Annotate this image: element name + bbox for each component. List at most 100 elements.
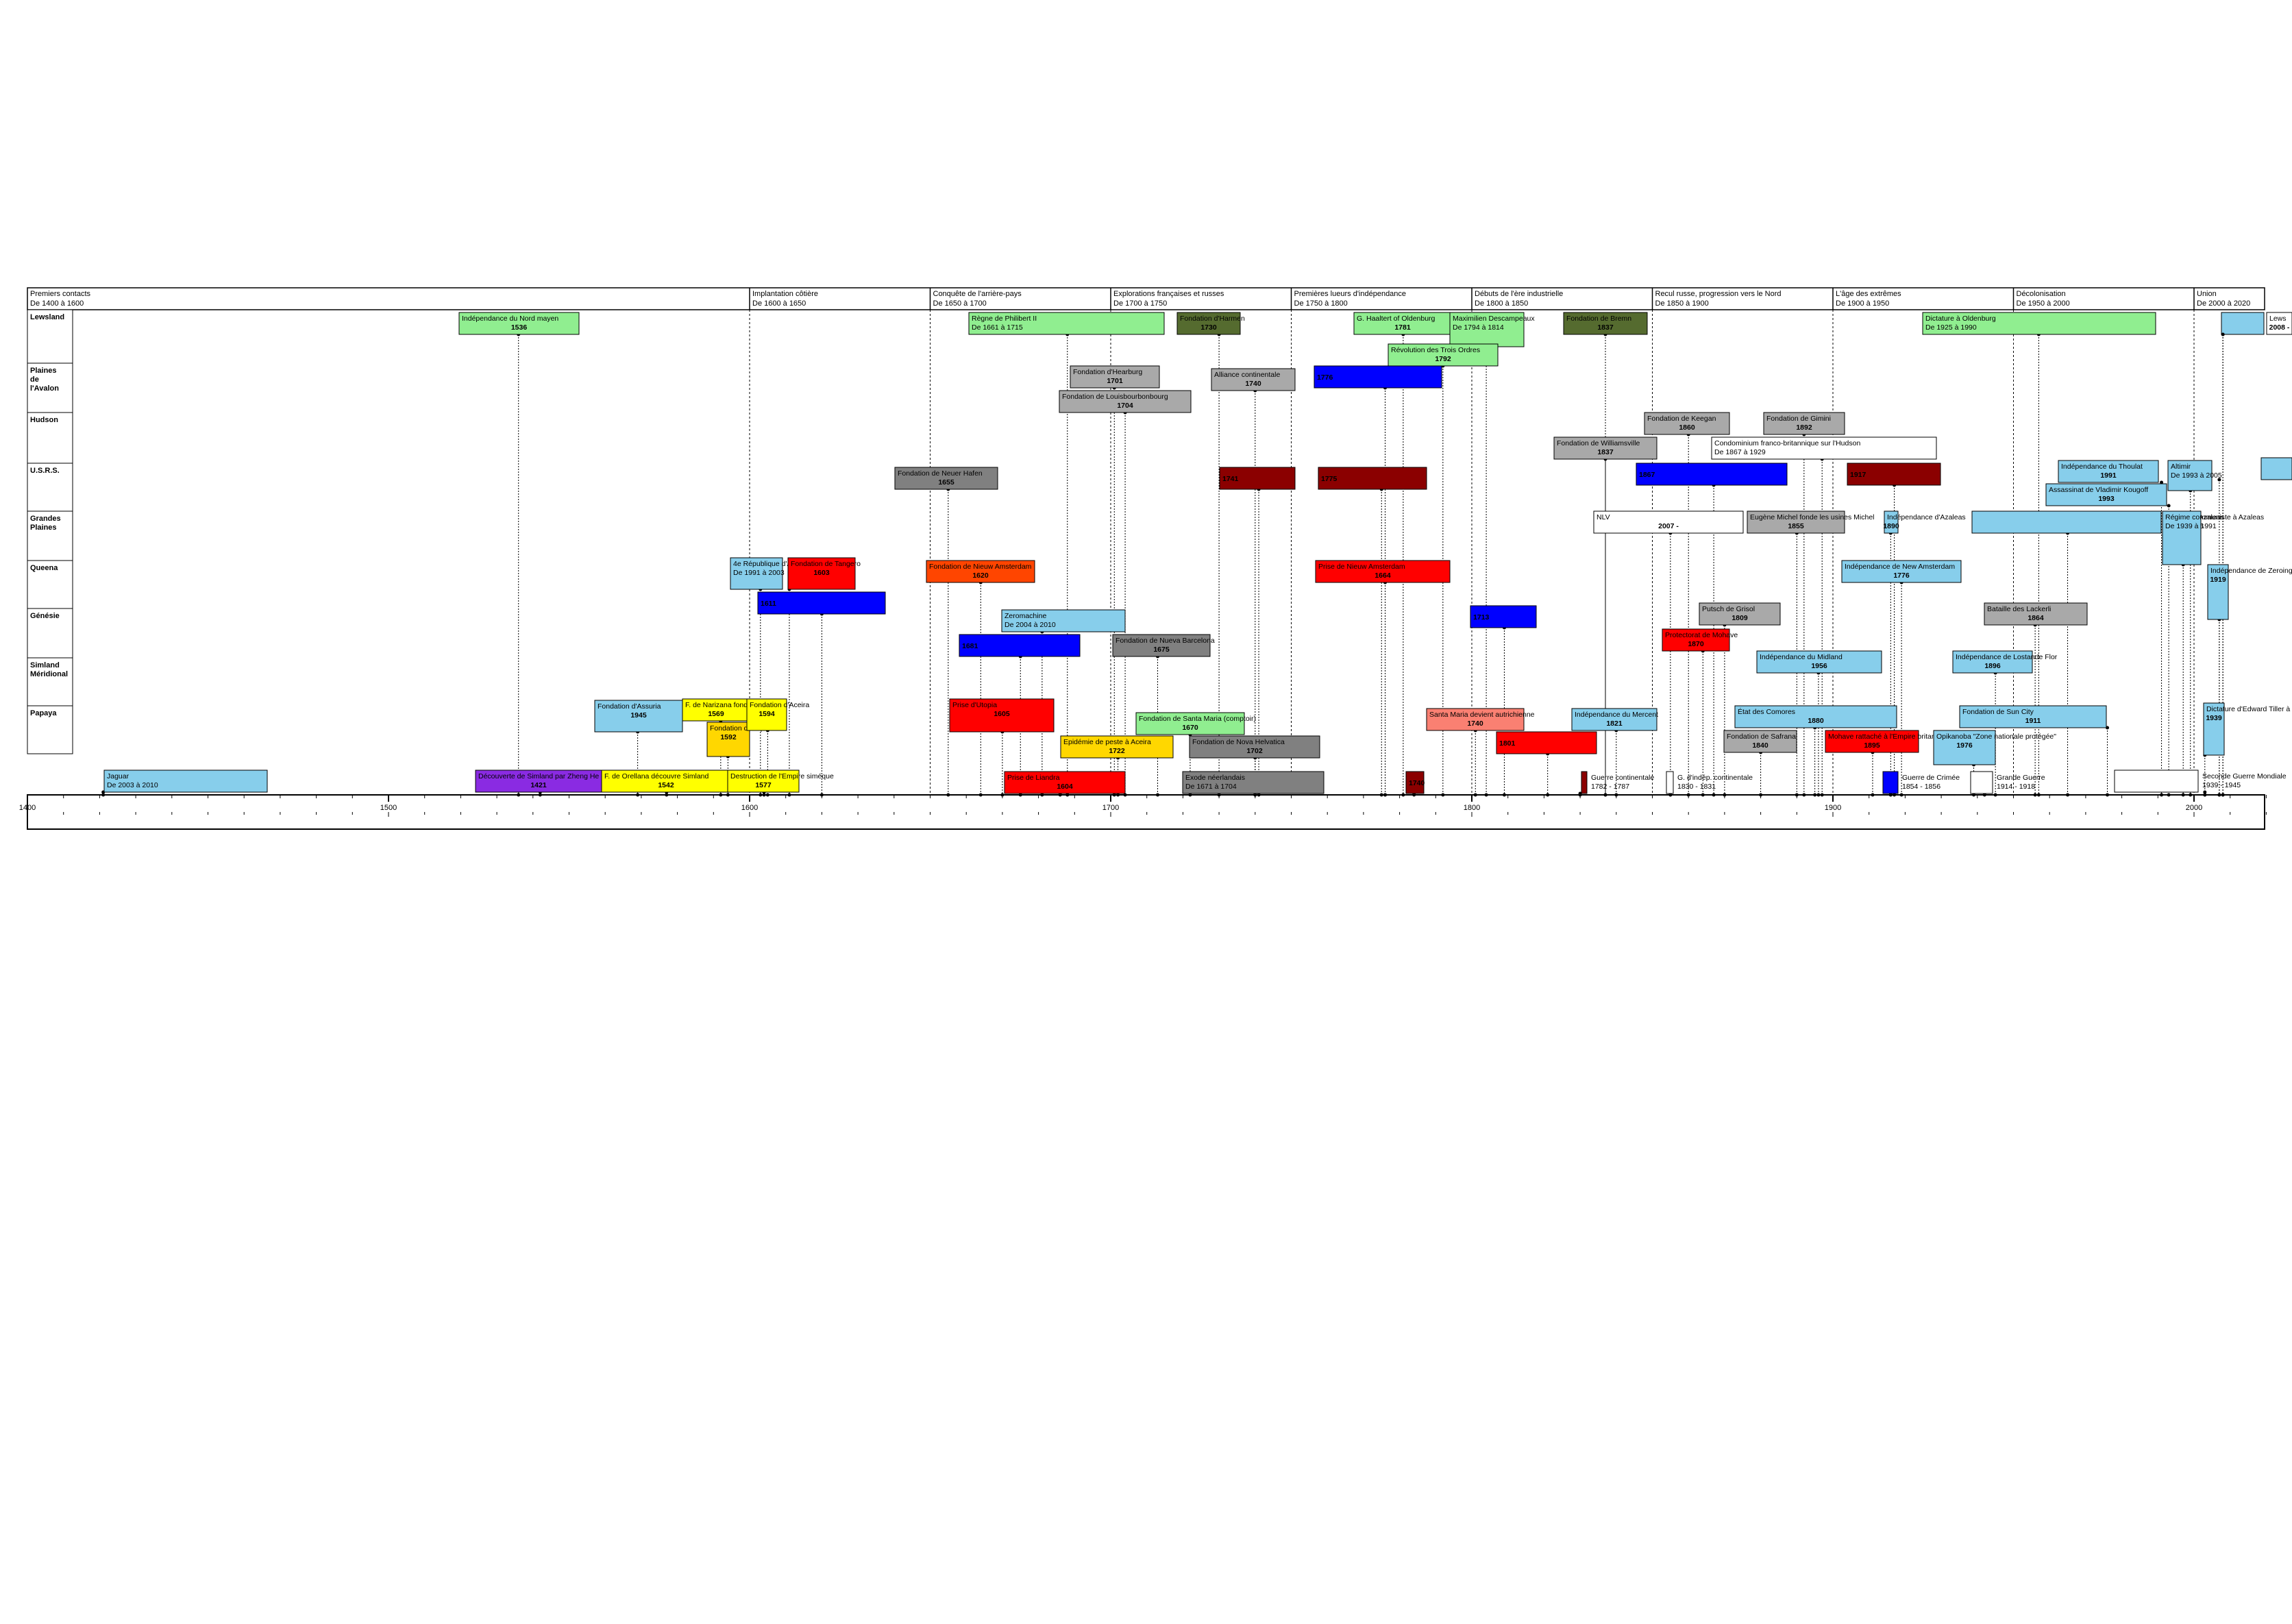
event-year: 1701 (1107, 377, 1123, 385)
axis-anchor-dot (978, 793, 983, 797)
event-box (1315, 560, 1451, 583)
event-year: 1782 - 1787 (1591, 783, 1629, 791)
axis-anchor-dot (759, 793, 763, 797)
axis-anchor-dot (1813, 793, 1817, 797)
row-label: de (30, 376, 39, 384)
event-box (2114, 770, 2199, 793)
period-range: De 1650 à 1700 (933, 299, 987, 308)
event-label: Exode néerlandais (1185, 774, 1245, 782)
event-box (1922, 312, 2156, 335)
period-range: De 1950 à 2000 (2017, 299, 2070, 308)
event-box (1666, 771, 1674, 794)
event-year: 1713 (1473, 613, 1490, 622)
event-year: De 2004 à 2010 (1005, 621, 1056, 629)
event-label: Protectorat de Mohave (1665, 631, 1738, 639)
event-year: 1840 (1752, 741, 1769, 750)
period-title: Débuts de l'ère industrielle (1475, 290, 1563, 298)
event-label: Fondation de Sun City (1962, 708, 2034, 716)
event-box (1763, 412, 1845, 435)
axis-anchor-dot (762, 793, 766, 797)
axis-anchor-dot (1723, 793, 1727, 797)
event-year: 1896 (1984, 662, 2001, 670)
row-label-box (27, 608, 73, 659)
event-box (1496, 731, 1597, 754)
event-box (1470, 605, 1537, 628)
axis-anchor-dot (1893, 793, 1897, 797)
event-box (103, 770, 268, 793)
event-year: 1702 (1246, 747, 1263, 755)
period-range: De 1900 à 1950 (1836, 299, 1889, 308)
event-label: Fondation de Louisbourbonbourg (1062, 393, 1168, 401)
event-label: Indépendance du Mercent (1575, 711, 1658, 719)
row-label: l'Avalon (30, 384, 59, 393)
event-box (1182, 771, 1324, 794)
axis-anchor-dot (1701, 793, 1705, 797)
event-year: 1577 (755, 781, 772, 789)
axis-anchor-dot (765, 793, 769, 797)
event-year: 1722 (1109, 747, 1125, 755)
event-year: De 1991 à 2003 (733, 569, 785, 577)
event-year: 1740 (1245, 380, 1261, 388)
row-label-box (27, 362, 73, 413)
event-year: 1939 - 1945 (2202, 781, 2241, 789)
axis-label: 1400 (19, 804, 36, 812)
event-year: 1939 (2206, 714, 2222, 722)
event-year: 1821 (1606, 719, 1623, 728)
event-label: Santa Maria devient autrichienne (1429, 711, 1535, 719)
event-label: Dictature à Oldenburg (1925, 315, 1996, 323)
event-box (2221, 312, 2265, 335)
row-label-box (27, 705, 73, 754)
period-range: De 1800 à 1850 (1475, 299, 1528, 308)
event-label: Epidémie de peste à Aceira (1063, 738, 1151, 746)
row-label: U.S.R.S. (30, 467, 60, 475)
axis-anchor-dot (517, 793, 521, 797)
axis-anchor-dot (1412, 793, 1416, 797)
event-label: Fondation d'Harmen (1180, 315, 1245, 323)
axis-label: 1600 (741, 804, 758, 812)
event-box (594, 700, 683, 733)
row-label-box (27, 657, 73, 706)
axis-anchor-dot (1712, 793, 1716, 797)
event-year: 1892 (1796, 423, 1812, 432)
event-box (1070, 365, 1160, 389)
axis-anchor-dot (1546, 793, 1550, 797)
event-year: 1919 (2210, 576, 2226, 584)
event-year: 1776 (1317, 373, 1333, 382)
event-label: Fondation de Santa Maria (comptoir) (1139, 715, 1256, 723)
event-year: 2007 - (1658, 522, 1679, 530)
event-label: Opikanoba "Zone nationale protégée" (1936, 733, 2056, 741)
event-box (1884, 510, 1899, 534)
event-box (1449, 312, 1525, 347)
axis-anchor-dot (1484, 793, 1488, 797)
axis-anchor-dot (2033, 793, 2037, 797)
event-box (1581, 771, 1588, 794)
event-year: 1536 (511, 323, 528, 332)
event-box (601, 770, 731, 793)
event-box (787, 557, 856, 590)
event-year: 1809 (1732, 614, 1748, 622)
axis-anchor-dot (2221, 793, 2225, 797)
axis-anchor-dot (719, 793, 723, 797)
event-year: 1870 (1688, 640, 1704, 648)
event-year: 1603 (813, 569, 830, 577)
period-title: Premières lueurs d'indépendance (1294, 290, 1407, 298)
event-box (1847, 463, 1941, 486)
event-year: 1781 (1394, 323, 1411, 332)
period-range: De 1750 à 1800 (1294, 299, 1348, 308)
event-label: G. d'indép. continentale (1677, 774, 1753, 782)
row-label: Plaines (30, 524, 57, 532)
event-box (1059, 390, 1192, 413)
event-label: Mohave rattaché à l'Empire britannique (1828, 733, 1954, 741)
event-box (1711, 436, 1937, 460)
axis-anchor-dot (1668, 793, 1673, 797)
event-box (1734, 705, 1897, 728)
event-label: Fondation de Nieuw Amsterdam (929, 563, 1032, 571)
event-year: 1880 (1808, 717, 1824, 725)
event-box (2167, 460, 2213, 491)
axis-anchor-dot (1993, 793, 1997, 797)
event-year: 1592 (720, 733, 737, 741)
event-year: De 1661 à 1715 (972, 323, 1023, 332)
event-year: 1704 (1117, 402, 1133, 410)
row-label: Grandes (30, 515, 61, 523)
